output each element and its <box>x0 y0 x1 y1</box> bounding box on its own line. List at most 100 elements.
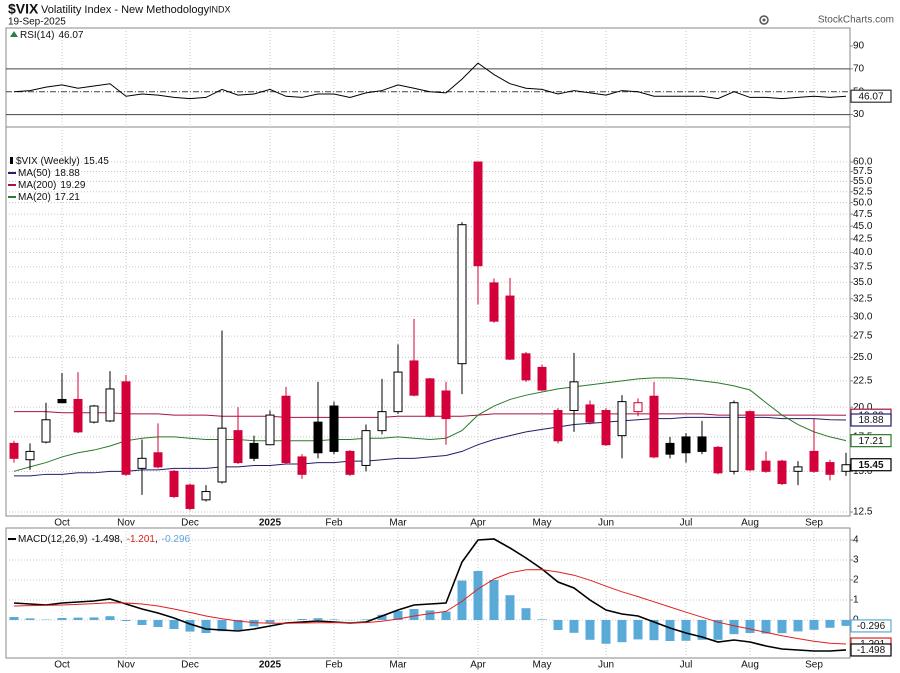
histogram-bar <box>313 618 323 620</box>
candle-body <box>233 430 243 464</box>
legend-part: 18.88 <box>55 168 80 179</box>
candle-body <box>489 282 499 322</box>
y-tick-label: 42.5 <box>853 234 873 245</box>
x-tick-label: Feb <box>325 518 343 529</box>
x-tick-label: Mar <box>389 518 407 529</box>
candle-body <box>9 442 19 459</box>
x-tick-label: Dec <box>181 518 199 529</box>
histogram-bar <box>121 620 131 621</box>
moving-average <box>13 377 847 472</box>
y-tick-label: 50.0 <box>853 197 873 208</box>
x-tick-label: Sep <box>805 660 823 671</box>
histogram-bar <box>201 620 211 633</box>
histogram-bar <box>153 620 163 627</box>
candle-body <box>249 442 259 459</box>
candle-body <box>697 436 707 452</box>
histogram-bar <box>585 620 595 640</box>
legend-entry: MA(20) 17.21 <box>18 192 80 203</box>
histogram-bar <box>729 620 739 635</box>
moving-average <box>14 416 847 477</box>
histogram-bar <box>9 617 19 620</box>
candle-body <box>281 395 291 464</box>
candle-body <box>137 457 147 469</box>
y-tick-label: 47.5 <box>853 209 873 220</box>
x-tick-label: Apr <box>470 660 486 671</box>
x-tick-label: Sep <box>805 518 823 529</box>
x-tick-label: Feb <box>325 660 343 671</box>
candle-body <box>361 430 371 466</box>
legend-entry: RSI(14) 46.07 <box>20 30 84 41</box>
x-tick-label: 2025 <box>259 518 282 529</box>
legend-icon <box>10 157 13 164</box>
legend-part: , <box>155 534 158 545</box>
candle-body <box>185 484 195 509</box>
y-tick-label: 32.5 <box>853 293 873 304</box>
x-tick-label: 2025 <box>259 660 282 671</box>
x-tick-label: Aug <box>741 660 759 671</box>
y-tick-label: 27.5 <box>853 331 873 342</box>
candle-body <box>569 381 579 412</box>
candle-body <box>457 224 467 365</box>
candle-body <box>217 427 227 483</box>
value-box <box>850 458 892 472</box>
y-tick-label: 22.5 <box>853 375 873 386</box>
legend-part: -1.498 <box>91 534 120 545</box>
histogram-bar <box>553 620 563 630</box>
legend-entry: MACD(12,26,9) -1.498, -1.201, -0.296 <box>18 534 191 545</box>
value-box-label: 46.07 <box>858 91 883 102</box>
y-tick-label: 55.0 <box>853 176 873 187</box>
candle-body <box>25 450 35 461</box>
histogram-bar <box>73 617 83 620</box>
candle-body <box>585 404 595 423</box>
legend-icon <box>10 31 18 37</box>
x-tick-label: Oct <box>54 660 70 671</box>
value-box-label: -0.296 <box>857 621 886 632</box>
y-tick-label: 30 <box>853 109 865 120</box>
histogram-bar <box>249 620 259 627</box>
candle-body <box>713 446 723 474</box>
y-tick-label: 1 <box>853 595 859 606</box>
source-icon-dot <box>762 18 766 22</box>
x-tick-label: Jul <box>680 518 693 529</box>
x-tick-label: Nov <box>117 660 135 671</box>
value-box <box>850 89 892 103</box>
candle-body <box>617 401 627 437</box>
x-tick-label: Oct <box>54 518 70 529</box>
candle-body <box>265 414 275 446</box>
legend-part: $VIX (Weekly) <box>16 156 80 167</box>
legend-part: 15.45 <box>84 156 109 167</box>
candle-body <box>473 161 483 267</box>
y-tick-label: 90 <box>853 41 865 52</box>
y-tick-label: 45.0 <box>853 221 873 232</box>
x-tick-label: Aug <box>741 518 759 529</box>
x-tick-label: May <box>533 518 552 529</box>
histogram-bar <box>489 580 499 620</box>
legend-entry: MA(200) 19.29 <box>18 180 86 191</box>
legend-part: , <box>120 534 123 545</box>
histogram-bar <box>57 618 67 620</box>
candle-body <box>521 353 531 381</box>
y-tick-label: 2 <box>853 575 859 586</box>
legend-part: RSI(14) <box>20 30 54 41</box>
histogram-bar <box>697 620 707 640</box>
x-tick-label: Jul <box>680 660 693 671</box>
histogram-bar <box>377 614 387 620</box>
legend-part: -0.296 <box>162 534 191 545</box>
histogram-bar <box>457 580 467 620</box>
candle-body <box>153 452 163 468</box>
candle-body <box>825 462 835 475</box>
histogram-bar <box>425 610 435 620</box>
candle-body <box>89 405 99 423</box>
x-tick-label: Apr <box>470 518 486 529</box>
price-panel <box>5 126 851 517</box>
x-tick-label: Mar <box>389 660 407 671</box>
candle-body <box>601 410 611 446</box>
rsi-line <box>13 62 847 100</box>
candle-body <box>121 381 131 475</box>
histogram-bar <box>297 619 307 620</box>
histogram-bar <box>569 620 579 633</box>
histogram-bar <box>441 611 451 620</box>
histogram-bar <box>825 620 835 628</box>
histogram-bar <box>537 619 547 620</box>
histogram-bar <box>649 620 659 641</box>
